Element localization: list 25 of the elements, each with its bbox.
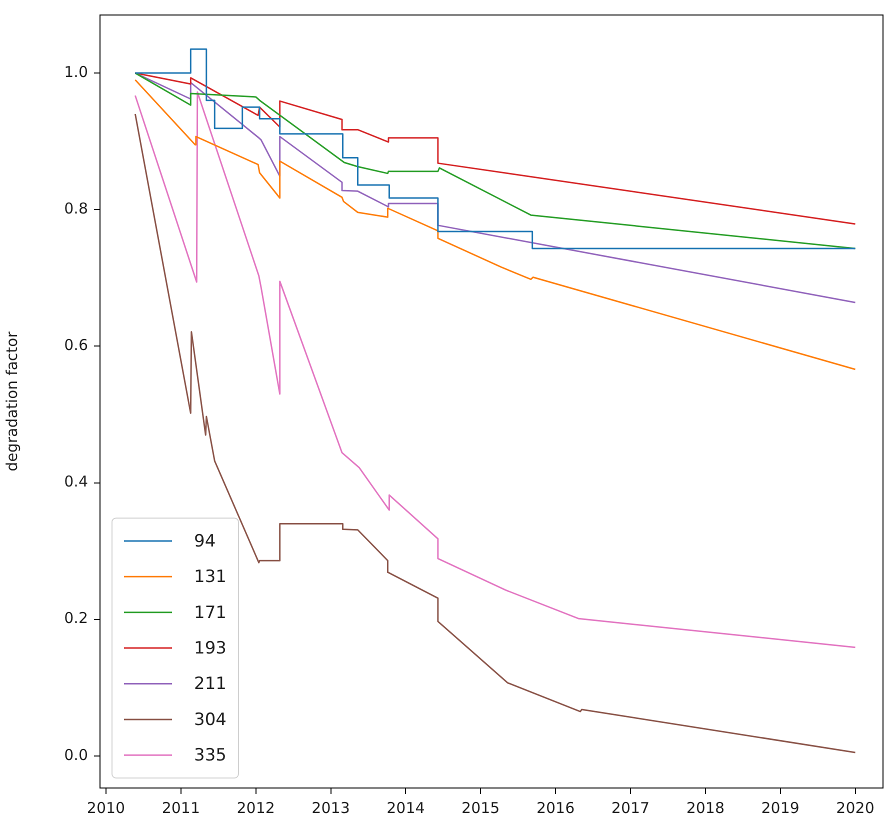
y-tick-label: 0.0 [64, 746, 88, 764]
x-tick-label: 2015 [462, 798, 500, 817]
x-tick-label: 2019 [761, 798, 800, 817]
y-tick-label: 1.0 [64, 62, 88, 81]
x-tick-label: 2020 [836, 798, 874, 817]
x-tick-label: 2012 [236, 798, 275, 817]
y-tick-label: 0.6 [64, 336, 88, 354]
legend-label: 193 [194, 638, 226, 658]
legend-label: 304 [194, 710, 226, 730]
legend-label: 131 [194, 567, 226, 588]
x-tick-label: 2011 [162, 798, 200, 817]
legend-label: 335 [194, 746, 226, 766]
legend-label: 211 [194, 674, 226, 694]
x-tick-label: 2018 [686, 798, 725, 817]
x-tick-label: 2017 [611, 798, 650, 817]
y-tick-label: 0.4 [64, 472, 88, 491]
y-tick-label: 0.2 [64, 609, 88, 628]
y-tick-label: 0.8 [64, 200, 88, 218]
x-tick-label: 2014 [386, 798, 425, 817]
y-axis-title: degradation factor [2, 330, 21, 472]
legend-label: 94 [194, 531, 216, 552]
x-tick-label: 2016 [536, 798, 575, 817]
x-tick-label: 2010 [86, 798, 126, 817]
x-tick-label: 2013 [312, 798, 350, 817]
legend-label: 171 [194, 602, 226, 623]
